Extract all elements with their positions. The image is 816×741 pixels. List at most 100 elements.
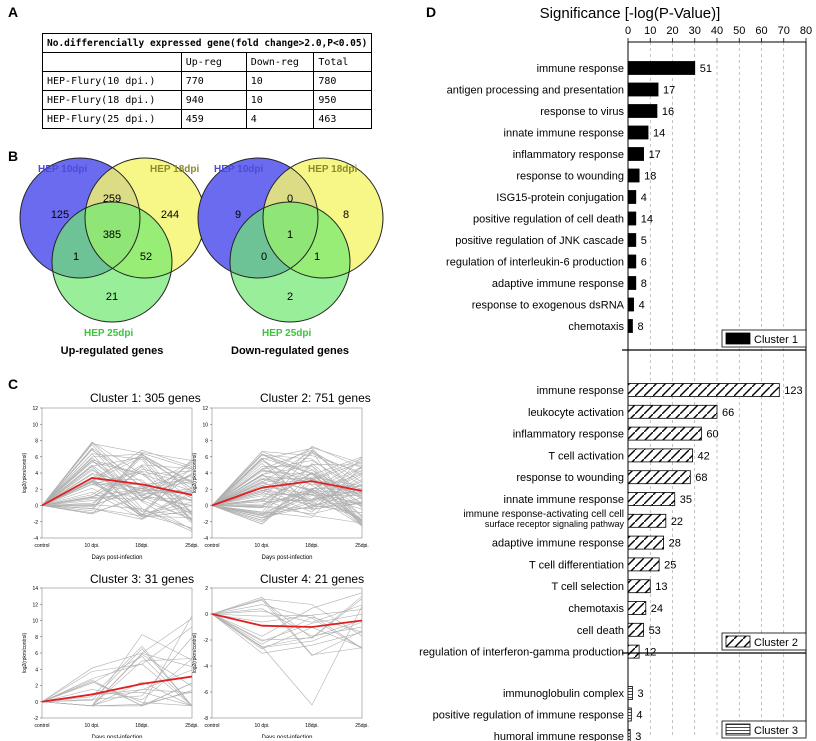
cluster-1-bars: immune response 51 antigen processing and …	[446, 61, 712, 333]
cluster-panel: Cluster 1: 305 genes Cluster 2: 751 gene…	[22, 391, 371, 738]
y-tick-label: -2	[34, 716, 39, 722]
x-axis-label: Days post-infection	[261, 555, 312, 561]
y-tick-label: 12	[32, 602, 38, 608]
table-header-cell: Down-reg	[245, 52, 315, 72]
gene-line	[41, 496, 193, 513]
bar	[627, 644, 640, 659]
legend-cluster-1: Cluster 1	[721, 329, 807, 348]
y-tick-label: 10	[32, 619, 38, 625]
gene-line	[211, 604, 363, 623]
expression-table: No.differencially expressed gene(fold ch…	[41, 33, 373, 129]
x-tick-label: 18dpi.	[305, 543, 319, 549]
bar	[627, 601, 647, 615]
panel-a-label: A	[8, 4, 19, 20]
category-label: immune response	[537, 63, 624, 75]
venn-down-all: 1	[287, 229, 293, 241]
gene-line	[41, 487, 193, 520]
row-up: 770	[180, 71, 247, 91]
gene-line	[41, 485, 193, 507]
category-label: immune response-activating cell cell surf…	[463, 509, 624, 529]
panel-c-label: C	[8, 376, 19, 392]
bar	[627, 622, 644, 637]
x-tick-label: 10 dpi.	[254, 543, 269, 549]
gene-line	[41, 464, 193, 520]
gene-line	[211, 458, 363, 506]
gene-line	[211, 490, 363, 521]
row-down: 4	[245, 109, 315, 129]
category-label: chemotaxis	[568, 603, 624, 615]
table-row: HEP-Flury(25 dpi.) 459 4 463	[42, 109, 373, 129]
gene-line	[211, 503, 363, 514]
gene-line	[41, 648, 193, 707]
y-tick-label: 10	[202, 422, 208, 428]
significance-chart: Significance [-log(P-Value)] 0 10 20 30 40 50…	[419, 5, 812, 741]
table-header-cell: Total	[313, 52, 373, 72]
gene-line	[211, 613, 363, 650]
gene-line	[211, 613, 363, 654]
gene-line	[211, 465, 363, 518]
bar	[627, 82, 659, 97]
data-label: 17	[649, 149, 661, 161]
legend-swatch	[725, 635, 751, 648]
bar	[627, 686, 633, 700]
bar	[627, 492, 676, 506]
gene-line	[211, 592, 363, 637]
category-label: inflammatory response	[513, 149, 624, 161]
gene-line	[41, 468, 193, 506]
gene-line	[211, 598, 363, 637]
cluster-1-title: Cluster 1: 305 genes	[90, 391, 201, 405]
data-label: 25	[664, 559, 676, 571]
y-tick-label: 8	[205, 439, 208, 445]
data-label: 24	[651, 603, 663, 615]
gene-line	[41, 645, 193, 707]
x-tick-label: control	[204, 723, 219, 729]
y-tick-label: 2	[205, 586, 208, 592]
gene-line	[41, 461, 193, 513]
category-label: positive regulation of immune response	[433, 710, 624, 722]
gene-line	[41, 443, 193, 506]
category-label: humoral immune response	[494, 731, 624, 741]
data-label: 123	[784, 385, 802, 397]
y-tick-label: -8	[204, 716, 209, 722]
x-tick-label: 25dpi.	[355, 543, 369, 549]
gene-line	[211, 467, 363, 506]
bar	[627, 104, 658, 118]
row-label: HEP-Flury(25 dpi.)	[42, 109, 182, 129]
x-tick-label: 20	[666, 25, 678, 37]
venn-up-outline-25dpi	[51, 201, 173, 323]
venn-down-10-18: 0	[287, 193, 293, 205]
venn-down: HEP 10dpi HEP 18dpi HEP 25dpi 9 0 8 1 0 …	[197, 157, 384, 357]
venn-down-label-10dpi: HEP 10dpi	[214, 164, 263, 175]
cluster-plot-3: -2 0 2 4 6 8 10 12 14 control 10 dpi. 18dpi. 25dpi. D…	[22, 586, 199, 738]
y-tick-label: 0	[205, 504, 208, 510]
data-label: 22	[671, 516, 683, 528]
y-tick-label: 10	[32, 422, 38, 428]
y-tick-label: 6	[205, 455, 208, 461]
venn-down-outline-18dpi	[262, 157, 384, 279]
row-down: 10	[245, 90, 315, 110]
y-tick-label: -4	[34, 536, 39, 542]
gene-line	[41, 473, 193, 506]
venn-up-only25: 21	[106, 291, 118, 303]
gene-line	[211, 606, 363, 706]
y-tick-label: 0	[35, 504, 38, 510]
bar	[627, 383, 780, 397]
x-tick-label: 40	[711, 25, 723, 37]
gene-line	[211, 503, 363, 510]
venn-up-label-25dpi: HEP 25dpi	[84, 328, 133, 339]
gene-line	[211, 596, 363, 641]
mean-line	[211, 613, 363, 628]
mean-line	[41, 476, 193, 507]
data-label: 51	[700, 63, 712, 75]
gene-line	[41, 481, 193, 506]
data-label: 8	[641, 278, 647, 290]
gene-line	[41, 479, 193, 506]
y-tick-label: 4	[205, 471, 208, 477]
bar	[627, 448, 693, 463]
y-tick-label: -4	[204, 536, 209, 542]
data-label: 28	[669, 538, 681, 550]
legend-swatch	[725, 332, 751, 345]
bar	[627, 404, 718, 419]
x-tick-label: 70	[778, 25, 790, 37]
gene-line	[211, 475, 363, 521]
